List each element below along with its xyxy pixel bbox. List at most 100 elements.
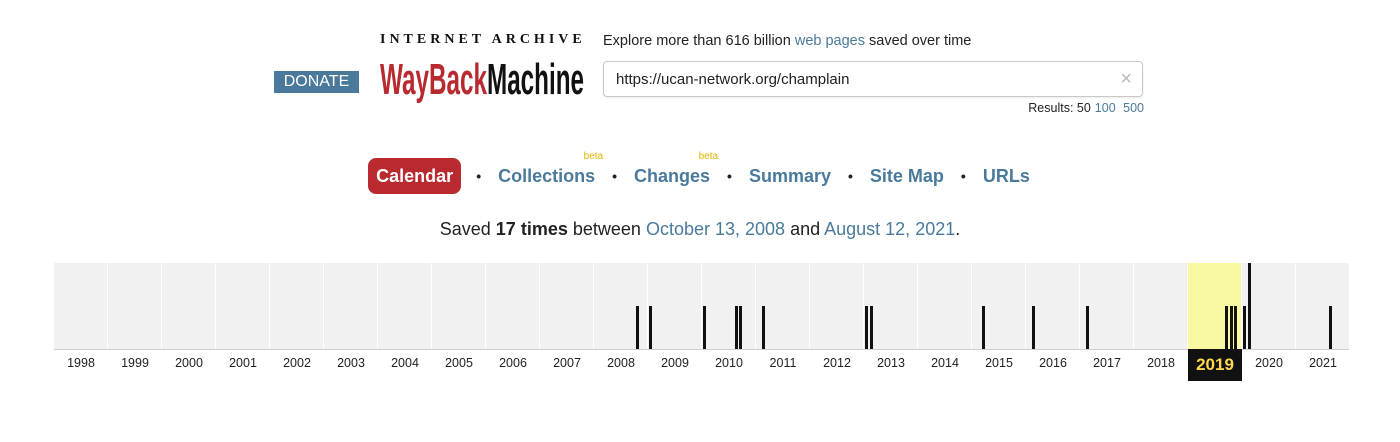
tab-changes-label: Changes: [634, 165, 711, 186]
tagline: Explore more than 616 billion web pages …: [603, 33, 971, 49]
tab-urls-label: URLs: [982, 165, 1030, 186]
results-100-link[interactable]: 100: [1094, 101, 1116, 115]
capture-bar[interactable]: [1248, 263, 1251, 349]
year-column-2017[interactable]: [1080, 263, 1134, 349]
year-column-2013[interactable]: [864, 263, 918, 349]
year-label-2004[interactable]: 2004: [391, 356, 419, 370]
saved-summary: Saved 17 times between October 13, 2008 …: [0, 219, 1400, 240]
logo-internet-archive-text: INTERNET ARCHIVE: [380, 32, 586, 47]
first-capture-link[interactable]: October 13, 2008: [645, 219, 786, 239]
year-column-2006[interactable]: [486, 263, 540, 349]
year-column-2005[interactable]: [432, 263, 486, 349]
results-per-page: Results: 50 100 500: [1028, 101, 1144, 115]
beta-badge: beta: [698, 150, 719, 162]
tab-summary-label: Summary: [748, 165, 831, 186]
capture-bar[interactable]: [865, 306, 868, 349]
capture-bar[interactable]: [982, 306, 985, 349]
year-label-2018[interactable]: 2018: [1147, 356, 1175, 370]
year-label-2019[interactable]: 2019: [1188, 349, 1242, 381]
year-label-2010[interactable]: 2010: [715, 356, 743, 370]
year-column-2020[interactable]: [1242, 263, 1296, 349]
capture-bar[interactable]: [1329, 306, 1332, 349]
last-capture-link[interactable]: August 12, 2021: [824, 219, 956, 239]
year-column-2015[interactable]: [972, 263, 1026, 349]
wayback-logo[interactable]: INTERNET ARCHIVE WayBack Machine: [380, 32, 585, 104]
capture-timeline[interactable]: 1998 1999 2000 2001 2002 2003 2004 2005 2006 2007…: [54, 263, 1350, 383]
tab-summary[interactable]: Summary: [747, 166, 833, 187]
capture-bar[interactable]: [1086, 306, 1089, 349]
year-column-2002[interactable]: [270, 263, 324, 349]
year-column-2010[interactable]: [702, 263, 756, 349]
year-column-2007[interactable]: [540, 263, 594, 349]
svg-text:WayBack: WayBack: [380, 55, 487, 104]
tab-changes[interactable]: Changes beta: [632, 151, 718, 187]
url-search-box: ×: [603, 61, 1143, 97]
web-pages-link[interactable]: web pages: [794, 33, 865, 49]
results-label: Results: 50: [1028, 101, 1091, 115]
year-label-2002[interactable]: 2002: [283, 356, 311, 370]
year-column-2008[interactable]: [594, 263, 648, 349]
year-label-2006[interactable]: 2006: [499, 356, 527, 370]
year-column-2016[interactable]: [1026, 263, 1080, 349]
year-label-1999[interactable]: 1999: [121, 356, 149, 370]
year-label-2013[interactable]: 2013: [877, 356, 905, 370]
beta-badge: beta: [583, 150, 604, 162]
tab-site-map-label: Site Map: [869, 165, 944, 186]
year-column-2011[interactable]: [756, 263, 810, 349]
donate-button[interactable]: DONATE: [274, 71, 359, 93]
year-label-2003[interactable]: 2003: [337, 356, 365, 370]
capture-bar[interactable]: [739, 306, 742, 349]
capture-bar[interactable]: [1032, 306, 1035, 349]
clear-icon[interactable]: ×: [1120, 68, 1132, 90]
year-label-1998[interactable]: 1998: [67, 356, 95, 370]
year-label-2014[interactable]: 2014: [931, 356, 959, 370]
capture-bar[interactable]: [870, 306, 873, 349]
saved-prefix: Saved: [439, 219, 491, 239]
year-column-2014[interactable]: [918, 263, 972, 349]
year-label-2000[interactable]: 2000: [175, 356, 203, 370]
year-column-2021[interactable]: [1296, 263, 1350, 349]
year-label-2011[interactable]: 2011: [769, 356, 797, 370]
year-column-2000[interactable]: [162, 263, 216, 349]
capture-bar[interactable]: [1243, 306, 1246, 349]
year-label-2012[interactable]: 2012: [823, 356, 851, 370]
year-label-2008[interactable]: 2008: [607, 356, 635, 370]
capture-bar[interactable]: [1230, 306, 1233, 349]
year-label-2020[interactable]: 2020: [1255, 356, 1283, 370]
capture-bar[interactable]: [649, 306, 652, 349]
url-search-input[interactable]: [616, 62, 1096, 96]
year-label-2016[interactable]: 2016: [1039, 356, 1067, 370]
year-column-2001[interactable]: [216, 263, 270, 349]
year-column-2009[interactable]: [648, 263, 702, 349]
year-column-1998[interactable]: [54, 263, 108, 349]
capture-bar[interactable]: [1225, 306, 1228, 349]
capture-bar[interactable]: [636, 306, 639, 349]
tab-collections[interactable]: Collections beta: [496, 151, 603, 187]
year-label-2005[interactable]: 2005: [445, 356, 473, 370]
results-500-link[interactable]: 500: [1123, 101, 1144, 115]
year-label-2009[interactable]: 2009: [661, 356, 689, 370]
year-label-2015[interactable]: 2015: [985, 356, 1013, 370]
capture-bar[interactable]: [762, 306, 765, 349]
year-column-2004[interactable]: [378, 263, 432, 349]
tab-calendar[interactable]: Calendar: [368, 158, 462, 194]
year-label-2017[interactable]: 2017: [1093, 356, 1121, 370]
year-column-2003[interactable]: [324, 263, 378, 349]
capture-count: 17 times: [495, 219, 568, 239]
capture-bar[interactable]: [735, 306, 738, 349]
year-column-2019[interactable]: [1188, 263, 1242, 349]
year-label-2007[interactable]: 2007: [553, 356, 581, 370]
capture-bar[interactable]: [703, 306, 706, 349]
tab-site-map[interactable]: Site Map: [868, 166, 946, 187]
tab-urls[interactable]: URLs: [981, 166, 1032, 187]
year-label-2021[interactable]: 2021: [1309, 356, 1337, 370]
saved-end: .: [955, 219, 961, 239]
tab-separator: •: [960, 168, 966, 184]
year-label-2001[interactable]: 2001: [229, 356, 257, 370]
view-tabs: Calendar • Collections beta • Changes beta…: [0, 151, 1400, 195]
wayback-machine-wordmark: WayBack Machine: [380, 55, 584, 104]
year-column-2012[interactable]: [810, 263, 864, 349]
capture-bar[interactable]: [1234, 306, 1237, 349]
year-column-1999[interactable]: [108, 263, 162, 349]
year-column-2018[interactable]: [1134, 263, 1188, 349]
